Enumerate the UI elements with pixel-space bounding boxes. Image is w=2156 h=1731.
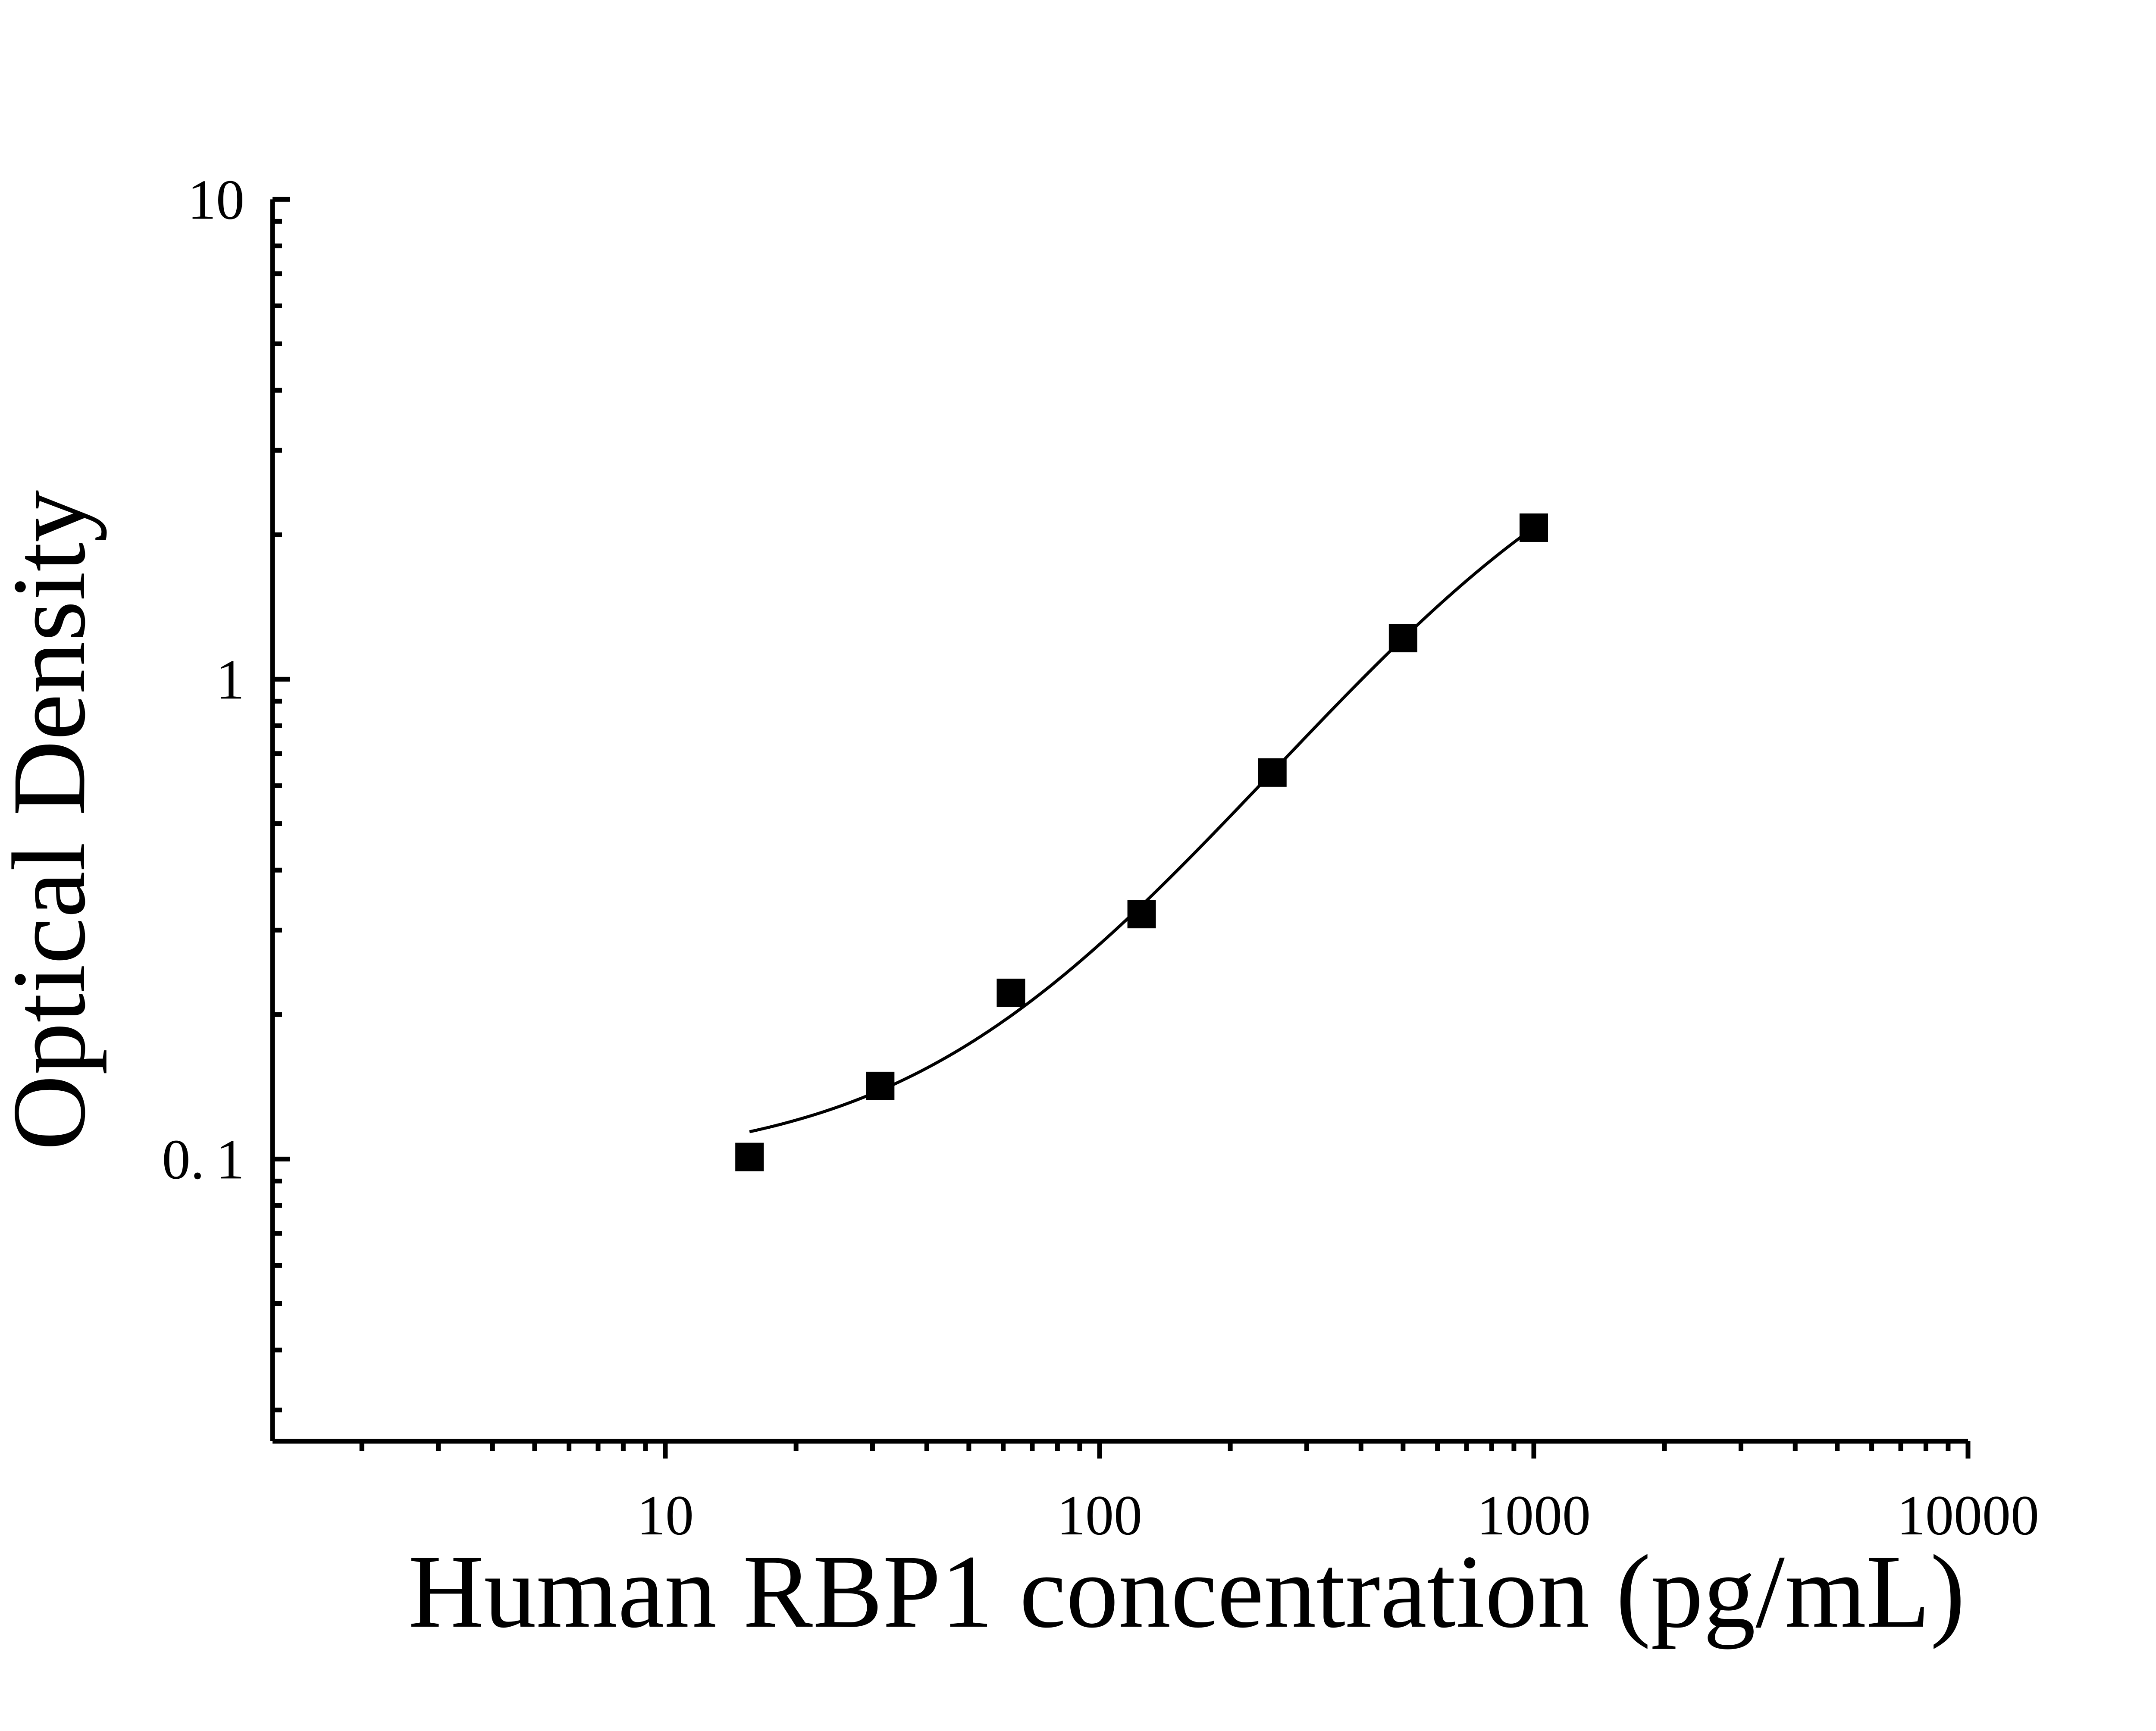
svg-text:Optical Density: Optical Density [0, 490, 107, 1151]
svg-text:1: 1 [216, 648, 244, 711]
svg-text:0. 1: 0. 1 [162, 1127, 244, 1191]
svg-text:Human RBP1 concentration (pg/m: Human RBP1 concentration (pg/mL) [408, 1533, 1965, 1650]
svg-text:10: 10 [188, 168, 244, 231]
